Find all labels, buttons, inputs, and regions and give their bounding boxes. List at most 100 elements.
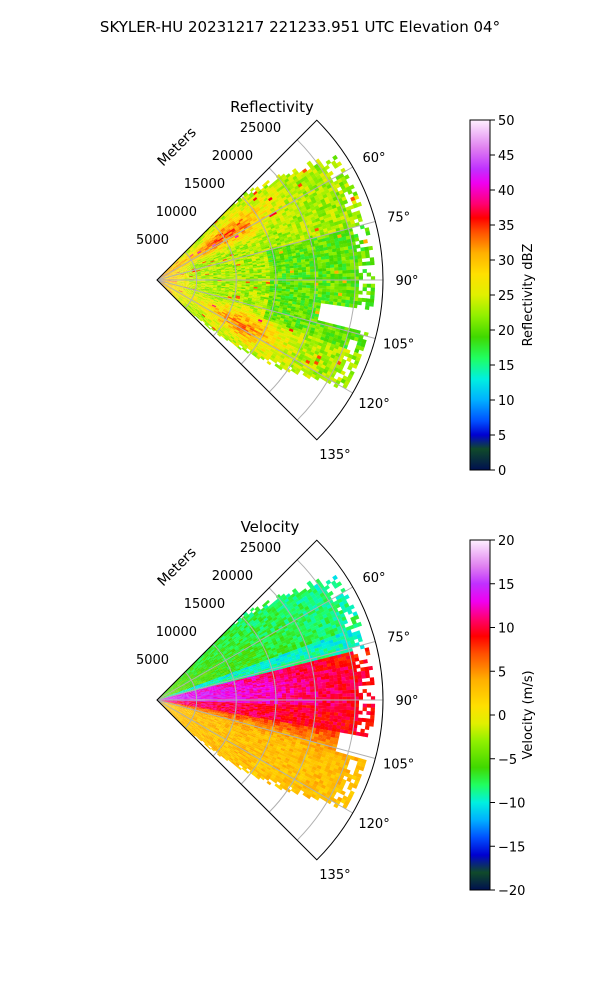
field-cell <box>302 274 307 278</box>
field-cell <box>305 290 311 294</box>
field-cell <box>260 313 265 317</box>
field-cell <box>297 294 302 298</box>
field-cell <box>231 295 237 299</box>
field-cell <box>337 295 343 300</box>
field-cell <box>306 274 311 278</box>
field-cell <box>254 317 259 321</box>
field-cell <box>171 683 175 687</box>
field-cell <box>181 293 186 296</box>
field-cell <box>181 675 185 679</box>
field-cell <box>223 225 229 230</box>
field-cell <box>274 612 280 617</box>
field-cell <box>192 298 197 301</box>
field-cell <box>214 219 219 224</box>
field-cell <box>213 276 218 279</box>
field-cell <box>204 316 209 320</box>
field-cell <box>263 211 268 216</box>
field-cell <box>175 295 179 300</box>
field-cell <box>227 295 233 298</box>
field-cell <box>209 300 214 303</box>
field-cell <box>182 258 187 261</box>
field-cell <box>327 339 333 344</box>
field-cell <box>297 262 302 266</box>
field-cell <box>290 367 296 373</box>
field-cell <box>303 345 309 351</box>
field-cell <box>197 657 201 661</box>
field-cell <box>172 264 177 268</box>
field-cell <box>229 281 234 283</box>
field-cell <box>224 306 229 309</box>
field-cell <box>306 272 311 275</box>
field-cell <box>269 198 275 204</box>
field-cell <box>198 294 203 297</box>
field-cell <box>164 275 169 278</box>
field-cell <box>251 232 256 236</box>
field-cell <box>314 245 320 250</box>
field-cell <box>277 609 283 615</box>
field-cell <box>238 211 244 216</box>
field-cell <box>236 617 242 622</box>
field-cell <box>197 282 202 284</box>
field-cell <box>220 314 225 318</box>
field-cell <box>241 621 246 626</box>
field-cell <box>270 225 276 230</box>
field-cell <box>305 266 311 270</box>
field-cell <box>197 276 202 278</box>
field-cell <box>211 648 216 653</box>
field-cell <box>196 287 201 290</box>
field-cell <box>263 241 269 246</box>
field-cell <box>295 173 301 179</box>
field-cell <box>194 309 199 314</box>
field-cell <box>310 166 316 172</box>
field-cell <box>349 296 355 301</box>
field-cell <box>217 224 223 229</box>
field-cell <box>181 277 186 279</box>
field-cell <box>206 229 211 234</box>
field-cell <box>325 264 331 269</box>
field-cell <box>199 316 204 320</box>
field-cell <box>251 339 257 344</box>
field-cell <box>253 271 258 274</box>
field-cell <box>310 586 316 592</box>
field-cell <box>292 296 298 300</box>
field-cell <box>178 678 182 682</box>
field-cell <box>217 331 223 336</box>
field-cell <box>239 246 245 250</box>
field-cell <box>345 235 351 240</box>
field-cell <box>270 235 275 239</box>
field-cell <box>196 257 201 261</box>
field-cell <box>280 593 286 599</box>
field-cell <box>204 239 209 243</box>
field-cell <box>197 276 202 278</box>
field-cell <box>275 209 281 214</box>
field-cell <box>200 286 206 288</box>
field-cell <box>293 265 298 269</box>
field-cell <box>172 284 177 287</box>
field-cell <box>196 300 201 303</box>
field-cell <box>180 284 185 286</box>
field-cell <box>175 261 180 265</box>
field-cell <box>299 353 305 358</box>
field-cell <box>227 211 233 216</box>
field-cell <box>165 688 170 692</box>
field-cell <box>235 245 240 249</box>
field-cell <box>340 253 346 258</box>
field-cell <box>299 305 305 309</box>
field-cell <box>204 290 209 292</box>
field-cell <box>236 326 242 331</box>
field-cell <box>284 348 289 353</box>
field-cell <box>256 263 262 266</box>
field-cell <box>218 317 223 321</box>
field-cell <box>274 605 280 611</box>
field-cell <box>180 275 186 277</box>
field-cell <box>182 677 187 681</box>
field-cell <box>245 238 251 243</box>
field-cell <box>239 632 245 637</box>
field-cell <box>214 323 219 328</box>
field-cell <box>209 285 214 287</box>
field-cell <box>247 322 253 327</box>
field-cell <box>308 163 314 169</box>
field-cell <box>192 671 197 675</box>
field-cell <box>241 251 246 255</box>
field-cell <box>249 284 254 287</box>
